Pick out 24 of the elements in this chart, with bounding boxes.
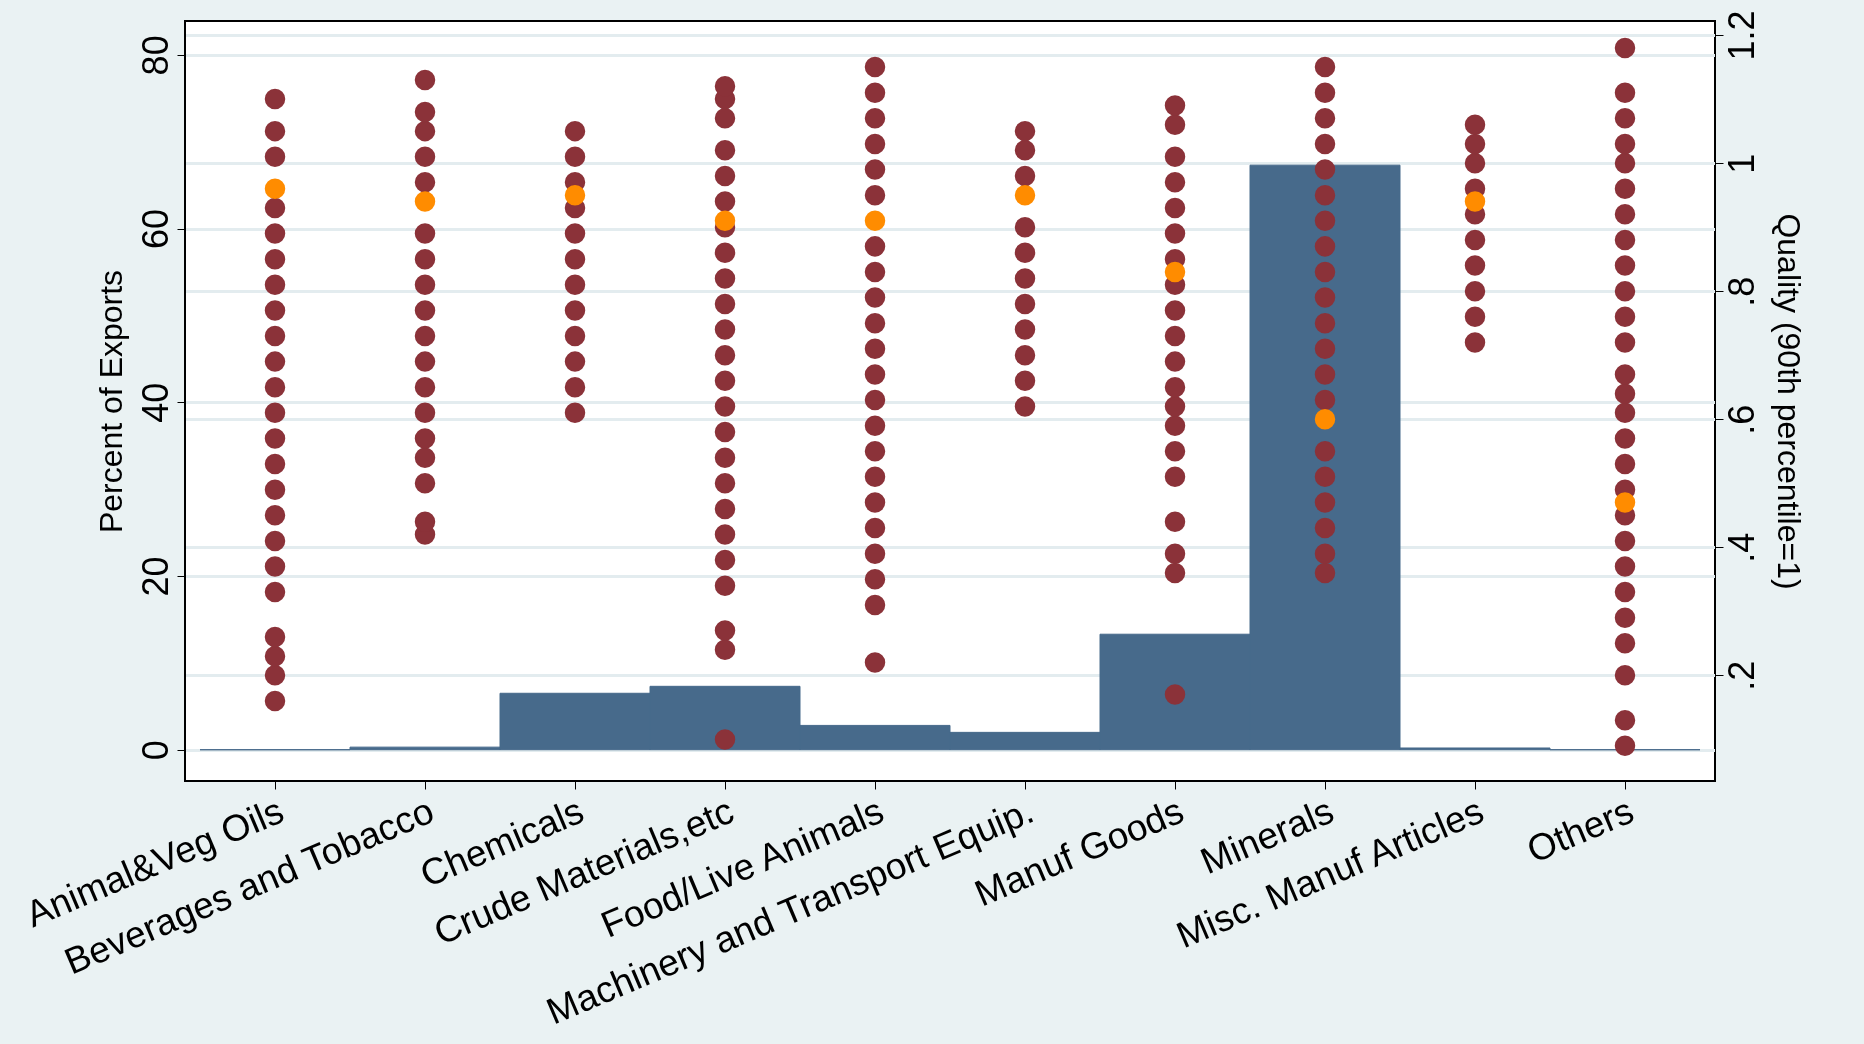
y-tick-label: 40 [134,382,176,423]
y2-tick-label: .4 [1720,532,1762,563]
y2-tick-label: 1.2 [1720,10,1762,61]
y2-axis-title: Quality (90th percentile=1) [1770,213,1807,590]
point [414,191,436,212]
y2-tick-label: .8 [1720,276,1762,307]
y2-tick-label: 1 [1720,153,1762,174]
point [1314,409,1336,430]
y-tick-label: 20 [134,556,176,597]
point [1464,191,1486,212]
y2-tick-label: .6 [1720,404,1762,435]
point [1164,261,1186,283]
point [1014,184,1036,206]
y2-tick-label: .2 [1720,660,1762,691]
point [564,184,586,206]
point [864,210,886,231]
point [714,210,736,231]
y-tick-label: 0 [134,740,176,761]
x-tick-label: Others [1521,789,1640,871]
y-tick-label: 80 [134,35,176,76]
point [1614,492,1636,513]
y-axis-title: Percent of Exports [92,269,129,534]
point [264,178,286,199]
y-tick-label: 60 [134,209,176,250]
